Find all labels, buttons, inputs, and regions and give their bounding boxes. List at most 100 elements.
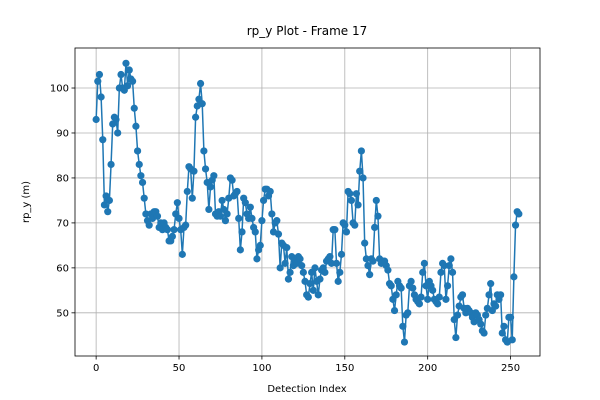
data-point xyxy=(434,300,442,308)
data-point xyxy=(309,286,317,294)
data-point xyxy=(104,208,112,216)
data-point xyxy=(206,183,215,191)
data-point xyxy=(105,196,113,205)
data-point xyxy=(117,70,125,79)
data-point xyxy=(390,306,399,315)
data-point xyxy=(500,322,508,330)
data-point xyxy=(437,268,445,276)
data-point xyxy=(400,338,409,346)
data-point xyxy=(210,172,218,180)
data-point xyxy=(458,291,467,299)
data-point xyxy=(130,104,138,112)
data-point xyxy=(337,250,346,258)
data-point xyxy=(163,226,172,234)
data-point xyxy=(417,293,425,301)
data-point xyxy=(435,293,443,301)
data-point xyxy=(429,286,437,294)
data-point xyxy=(223,210,231,218)
data-point xyxy=(371,223,379,232)
data-point xyxy=(133,147,142,155)
data-point xyxy=(253,255,261,263)
data-point xyxy=(334,277,342,285)
data-point xyxy=(145,221,153,229)
data-point xyxy=(409,284,417,292)
y-tick-label: 50 xyxy=(56,308,69,319)
data-point xyxy=(135,160,143,169)
data-point xyxy=(366,271,374,279)
data-point xyxy=(173,199,181,207)
data-point xyxy=(404,309,412,317)
data-point xyxy=(201,165,210,173)
data-point xyxy=(283,244,291,252)
data-point xyxy=(482,311,490,319)
data-point xyxy=(216,212,225,220)
data-point xyxy=(298,262,306,270)
data-point xyxy=(124,82,132,90)
data-point xyxy=(192,113,200,121)
data-point xyxy=(132,122,140,130)
data-point xyxy=(331,226,339,234)
data-point xyxy=(347,196,356,205)
data-point xyxy=(200,147,208,155)
data-point xyxy=(107,160,115,169)
data-point xyxy=(94,77,102,85)
data-point xyxy=(286,268,294,276)
data-point xyxy=(387,282,395,290)
data-point xyxy=(235,214,243,223)
data-point xyxy=(392,291,400,299)
data-point xyxy=(218,196,226,205)
x-tick-label: 50 xyxy=(173,363,186,374)
x-axis-label: Detection Index xyxy=(267,384,346,395)
data-point xyxy=(248,214,256,223)
data-point xyxy=(246,203,254,211)
data-point xyxy=(332,259,341,267)
data-point xyxy=(274,230,283,238)
y-tick-label: 70 xyxy=(56,218,69,229)
data-point xyxy=(238,228,246,236)
data-point xyxy=(508,336,516,344)
data-point xyxy=(190,167,198,175)
data-point xyxy=(407,277,415,285)
data-point xyxy=(352,190,361,198)
chart-title: rp_y Plot - Frame 17 xyxy=(247,24,368,38)
data-point xyxy=(97,93,105,101)
data-point xyxy=(357,147,365,155)
data-point xyxy=(321,268,329,276)
data-point xyxy=(314,291,322,299)
x-tick-label: 150 xyxy=(335,363,354,374)
data-point xyxy=(369,257,377,265)
y-tick-label: 100 xyxy=(50,84,69,95)
data-point xyxy=(399,322,407,330)
y-tick-label: 80 xyxy=(56,173,69,184)
data-point xyxy=(415,300,423,308)
data-point xyxy=(196,79,205,88)
data-point xyxy=(304,293,312,301)
data-point xyxy=(316,275,324,283)
data-point xyxy=(182,221,190,229)
data-point xyxy=(140,194,148,202)
data-point xyxy=(138,178,147,187)
data-point xyxy=(384,266,392,274)
data-point xyxy=(284,275,293,283)
data-point xyxy=(256,241,264,249)
data-point xyxy=(351,221,359,229)
data-point xyxy=(327,259,336,267)
data-point xyxy=(453,311,462,319)
data-point xyxy=(233,187,241,196)
data-point xyxy=(346,190,354,198)
data-point xyxy=(175,214,183,223)
data-point xyxy=(452,333,460,342)
data-point xyxy=(125,66,133,74)
data-point xyxy=(183,187,191,196)
data-point xyxy=(92,115,100,124)
data-point xyxy=(515,210,523,218)
data-point xyxy=(498,329,506,337)
y-tick-label: 90 xyxy=(56,128,69,139)
data-point xyxy=(361,239,369,247)
data-point xyxy=(497,291,505,299)
data-point xyxy=(122,59,130,67)
data-point xyxy=(419,268,427,276)
data-point xyxy=(359,174,367,182)
data-point xyxy=(424,295,432,303)
